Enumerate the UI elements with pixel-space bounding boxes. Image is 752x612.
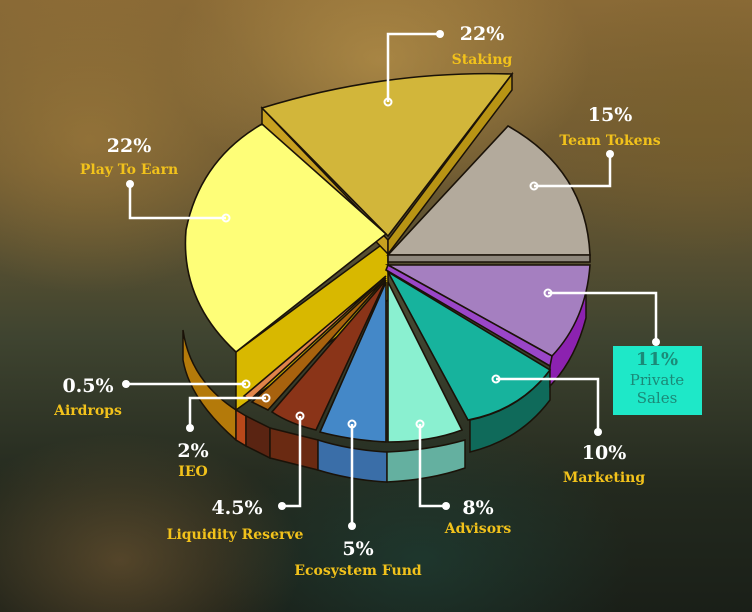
label-play-to-earn: 22% Play To Earn xyxy=(80,135,178,178)
label-staking: 22% Staking xyxy=(452,23,513,68)
slice-staking[interactable] xyxy=(260,72,514,238)
slice-play-to-earn[interactable] xyxy=(184,123,388,354)
slice-private-sales-edge xyxy=(385,263,553,368)
slice-marketing[interactable] xyxy=(385,269,552,421)
svg-text:Staking: Staking xyxy=(452,52,513,68)
callout-anchors xyxy=(221,97,553,429)
slice-liquidity-reserve[interactable] xyxy=(270,279,387,431)
svg-text:IEO: IEO xyxy=(178,464,207,480)
label-airdrops: 0.5% Airdrops xyxy=(53,375,122,419)
slice-advisors[interactable] xyxy=(387,281,464,443)
svg-text:Ecosystem Fund: Ecosystem Fund xyxy=(294,563,422,579)
slice-team-tokens[interactable] xyxy=(386,124,591,256)
svg-text:22%: 22% xyxy=(107,135,152,157)
svg-text:15%: 15% xyxy=(588,104,633,126)
label-team-tokens: 15% Team Tokens xyxy=(559,104,660,149)
svg-text:2%: 2% xyxy=(177,440,208,462)
slice-private-sales[interactable] xyxy=(384,264,591,358)
label-ecosystem-fund: 5% Ecosystem Fund xyxy=(294,538,422,579)
svg-text:Marketing: Marketing xyxy=(563,470,646,486)
label-advisors: 8% Advisors xyxy=(444,497,512,537)
label-private-sales[interactable]: 11% Private Sales xyxy=(613,346,702,415)
private-sales-highlight-box xyxy=(613,346,702,415)
svg-text:Private: Private xyxy=(630,371,685,389)
callout-dots xyxy=(122,30,660,530)
svg-text:11%: 11% xyxy=(636,349,678,370)
slice-ieo[interactable] xyxy=(250,277,387,411)
label-liquidity-reserve: 4.5% Liquidity Reserve xyxy=(167,497,304,543)
svg-text:Team Tokens: Team Tokens xyxy=(559,133,660,149)
pie-slices xyxy=(184,72,591,443)
svg-text:Play To Earn: Play To Earn xyxy=(80,162,178,178)
svg-text:Advisors: Advisors xyxy=(444,521,512,537)
svg-text:5%: 5% xyxy=(342,538,373,560)
svg-text:Liquidity Reserve: Liquidity Reserve xyxy=(167,527,304,543)
svg-text:10%: 10% xyxy=(582,442,627,464)
slice-team-tokens-edge xyxy=(387,254,591,263)
svg-text:Airdrops: Airdrops xyxy=(53,403,122,419)
callout-lines xyxy=(126,32,658,526)
svg-text:0.5%: 0.5% xyxy=(62,375,113,397)
label-ieo: 2% IEO xyxy=(177,440,208,480)
svg-text:4.5%: 4.5% xyxy=(211,497,262,519)
svg-text:22%: 22% xyxy=(460,23,505,45)
label-marketing: 10% Marketing xyxy=(563,442,646,486)
svg-text:Sales: Sales xyxy=(637,389,678,407)
svg-text:8%: 8% xyxy=(462,497,493,519)
